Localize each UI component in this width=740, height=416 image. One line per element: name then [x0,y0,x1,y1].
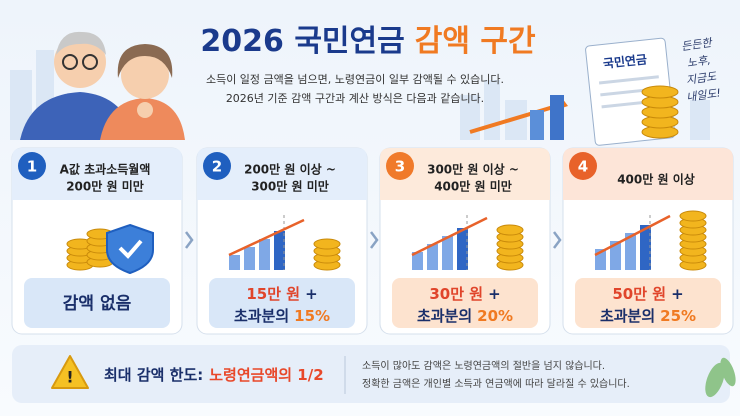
check [118,239,143,259]
warning-icon [51,355,89,389]
limit-label: 최대 감액 한도: [104,366,203,384]
bar-icon [640,225,651,270]
chevron [553,231,562,249]
result-plus: + [488,285,501,303]
limit: 최대 감액 한도: 노령연금액의 1/2 [104,366,324,384]
result-prefix: 초과분의 [417,307,472,325]
note-line: 든든한 [681,36,715,53]
result-line: 초과분의 25% [600,307,696,325]
note-line: 지금도 [685,70,718,87]
range-text: 300만 원 미만 [251,179,329,194]
range-text: 200만 원 미만 [66,179,144,194]
bar-icon [244,247,255,270]
step-badge [569,152,597,180]
title-main: 2026 국민연금 [200,24,404,59]
result-prefix: 초과분의 [600,307,655,325]
coin [679,210,707,222]
result-line: 50만 원 + [612,285,683,303]
note-line: 내일도! [685,86,721,104]
card-header [380,148,550,200]
result-rate: 15% [294,307,330,325]
result-box [575,278,721,328]
coin [496,224,524,236]
result-prefix: 초과분의 [234,307,289,325]
plant [705,357,736,398]
bar-icon [274,231,285,270]
seniors-illustration [20,31,185,140]
bar-icon [625,233,636,270]
result-rate: 20% [477,307,513,325]
bar-icon [229,255,240,270]
result-box [392,278,538,328]
footer-note: 정확한 금액은 개인별 소득과 연금액에 따라 달라질 수 있습니다. [362,378,630,390]
chevron [370,231,379,249]
bar-icon [412,252,423,270]
range-text: A값 초과소득월액 [60,162,151,177]
title: 2026 국민연금 감액 구간 [200,24,536,59]
subtitle: 소득이 일정 금액을 넘으면, 노령연금이 일부 감액될 수 있습니다. [206,72,504,86]
card-header [12,148,182,200]
result-plus: + [305,285,318,303]
step-number: 2 [212,158,222,176]
footer-note: 소득이 많아도 감액은 노령연금액의 절반을 넘지 않습니다. [362,359,605,372]
result-line: 초과분의 20% [417,307,513,325]
bar-icon [427,244,438,270]
range-text: 400만 원 이상 [617,172,695,187]
result-amount: 50만 원 [612,285,666,303]
subtitle: 2026년 기준 감액 구간과 계산 방식은 다음과 같습니다. [226,92,484,105]
range-text: 300만 원 이상 ~ [427,162,519,177]
shield [106,223,154,275]
result-rate: 25% [660,307,696,325]
card-header [563,148,733,200]
note-line: 노후, [686,53,711,69]
step-badge [18,152,46,180]
arrow [411,216,488,257]
step-badge [203,152,231,180]
step-number: 4 [578,158,588,176]
range-text: 400만 원 미만 [434,179,512,194]
document-illustration: 국민연금 [469,37,679,146]
bar-icon [595,249,606,270]
result-box [24,278,170,328]
result-line: 30만 원 + [429,285,500,303]
result-plus: + [671,285,684,303]
bar-icon [610,241,621,270]
footer-box [12,345,730,403]
arrow [594,214,671,257]
result-text: 감액 없음 [63,294,132,314]
coin [313,238,341,250]
result-box [209,278,355,328]
result-amount: 30만 원 [429,285,483,303]
bar-icon [259,239,270,270]
bar-icon [457,228,468,270]
warning-mark: ! [66,368,73,387]
range-text: 200만 원 이상 ~ [244,162,336,177]
result-line: 초과분의 15% [234,307,330,325]
title-highlight: 감액 구간 [415,24,536,59]
step-number: 1 [27,158,37,176]
card-header [197,148,367,200]
arrow [228,218,305,257]
document-label: 국민연금 [602,51,647,71]
result-amount: 15만 원 [246,285,300,303]
chevron [185,231,194,249]
step-number: 3 [395,158,405,176]
limit-value: 노령연금액의 1/2 [209,366,323,384]
bar-icon [442,236,453,270]
step-badge [386,152,414,180]
result-line: 15만 원 + [246,285,317,303]
